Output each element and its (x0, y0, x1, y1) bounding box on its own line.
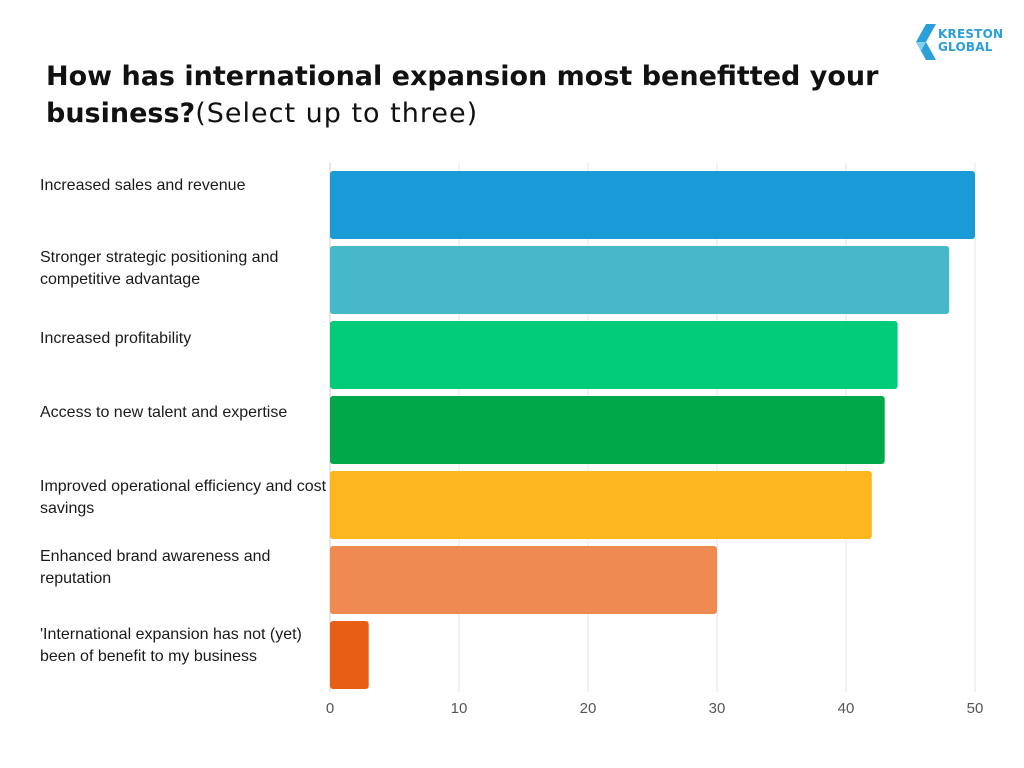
category-label: Stronger strategic positioning and compe… (40, 249, 279, 288)
logo-text: KRESTON GLOBAL (938, 28, 1003, 54)
x-tick-label: 20 (580, 700, 597, 717)
category-label: Enhanced brand awareness and reputation (40, 548, 271, 587)
bar (330, 321, 898, 389)
x-tick-label: 40 (838, 700, 855, 717)
bar (330, 546, 717, 614)
category-label: Increased sales and revenue (40, 177, 246, 194)
category-label: 'International expansion has not (yet) b… (40, 626, 302, 665)
x-tick-label: 0 (326, 700, 334, 717)
logo-mark-icon (916, 24, 936, 60)
x-tick-label: 10 (451, 700, 468, 717)
chart-title-main: How has international expansion most ben… (46, 61, 879, 129)
category-label: Increased profitability (40, 330, 192, 347)
logo-line-1: KRESTON (938, 27, 1004, 41)
bar (330, 471, 872, 539)
category-label: Access to new talent and expertise (40, 404, 288, 421)
bar (330, 171, 975, 239)
category-labels: Increased sales and revenue Stronger str… (0, 0, 330, 768)
bar (330, 621, 369, 689)
chart-title: How has international expansion most ben… (46, 58, 946, 132)
bar (330, 246, 950, 314)
category-label: Improved operational efficiency and cost… (40, 478, 327, 517)
x-tick-label: 50 (967, 700, 984, 717)
chart-title-sub: (Select up to three) (195, 98, 479, 129)
logo-line-2: GLOBAL (938, 40, 993, 54)
bar (330, 396, 885, 464)
x-tick-label: 30 (709, 700, 726, 717)
kreston-global-logo: KRESTON GLOBAL (914, 22, 1014, 66)
